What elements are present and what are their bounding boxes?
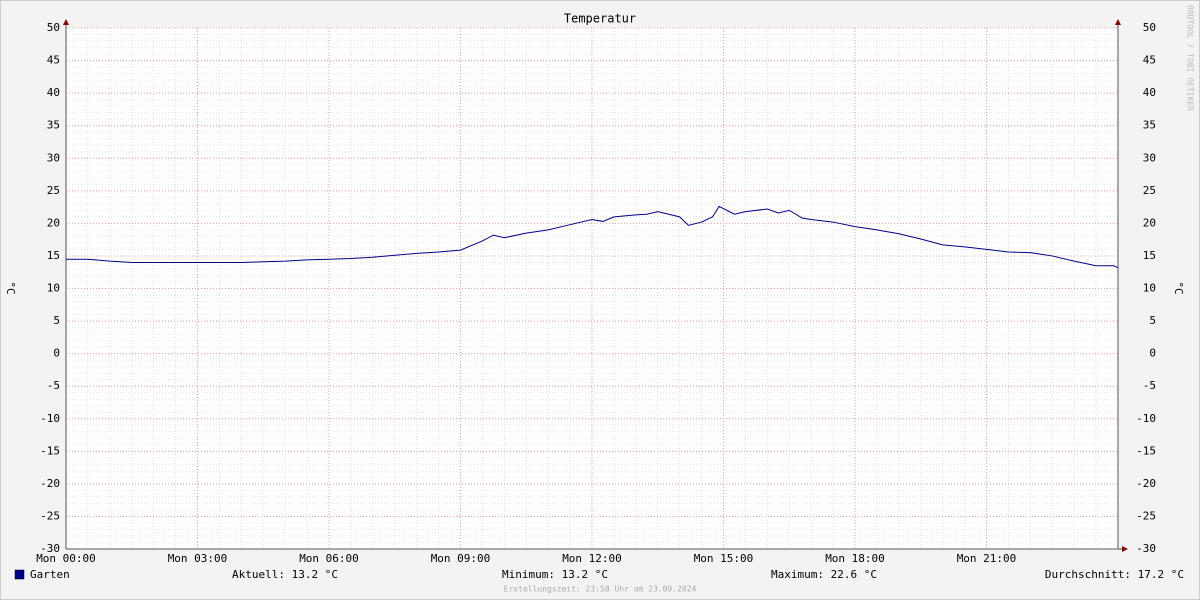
y-tick-label: 30 bbox=[47, 151, 60, 164]
data-line bbox=[66, 205, 1119, 269]
y-tick-label: 0 bbox=[53, 347, 60, 360]
y-tick-label: 25 bbox=[47, 184, 60, 197]
x-tick-label: Mon 12:00 bbox=[562, 552, 622, 565]
axis-arrow bbox=[1122, 546, 1128, 552]
y2-tick-label: 15 bbox=[1143, 249, 1156, 262]
y-tick-label: 35 bbox=[47, 119, 60, 132]
y2-tick-label: 50 bbox=[1143, 21, 1156, 34]
y2-axis-label: °C bbox=[1172, 281, 1185, 294]
x-tick-label: Mon 03:00 bbox=[168, 552, 228, 565]
y2-tick-label: 5 bbox=[1149, 314, 1156, 327]
y-tick-label: 45 bbox=[47, 54, 60, 67]
x-tick-label: Mon 06:00 bbox=[299, 552, 359, 565]
chart-title: Temperatur bbox=[564, 12, 636, 26]
y2-tick-label: -15 bbox=[1136, 444, 1156, 457]
x-tick-label: Mon 00:00 bbox=[36, 552, 96, 565]
y2-tick-label: 10 bbox=[1143, 282, 1156, 295]
y-tick-label: -5 bbox=[47, 379, 60, 392]
y-axis-label: °C bbox=[4, 281, 17, 294]
y2-tick-label: -5 bbox=[1143, 379, 1156, 392]
legend-label: Garten bbox=[30, 568, 70, 581]
legend-stat: Aktuell: 13.2 °C bbox=[232, 568, 338, 581]
watermark: RRDTOOL / TOBI OETIKER bbox=[1186, 5, 1195, 111]
x-tick-label: Mon 09:00 bbox=[431, 552, 491, 565]
footer: Erstellungszeit: 23:58 Uhr am 23.09.2024 bbox=[504, 585, 697, 594]
y-tick-label: 20 bbox=[47, 216, 60, 229]
y-tick-label: -30 bbox=[40, 542, 60, 555]
y2-tick-label: -10 bbox=[1136, 412, 1156, 425]
legend-stat: Minimum: 13.2 °C bbox=[502, 568, 608, 581]
legend-stat: Maximum: 22.6 °C bbox=[771, 568, 877, 581]
y2-tick-label: 35 bbox=[1143, 119, 1156, 132]
y2-tick-label: 25 bbox=[1143, 184, 1156, 197]
axis-arrow bbox=[63, 19, 69, 25]
y-tick-label: 50 bbox=[47, 21, 60, 34]
y-tick-label: -25 bbox=[40, 509, 60, 522]
y2-tick-label: 0 bbox=[1149, 347, 1156, 360]
x-tick-label: Mon 18:00 bbox=[825, 552, 885, 565]
legend-stat: Durchschnitt: 17.2 °C bbox=[1045, 568, 1184, 581]
y2-tick-label: 40 bbox=[1143, 86, 1156, 99]
y-tick-label: -15 bbox=[40, 444, 60, 457]
y-tick-label: -10 bbox=[40, 412, 60, 425]
y2-tick-label: -20 bbox=[1136, 477, 1156, 490]
y-tick-label: -20 bbox=[40, 477, 60, 490]
y-tick-label: 5 bbox=[53, 314, 60, 327]
y2-tick-label: -30 bbox=[1136, 542, 1156, 555]
y2-tick-label: 30 bbox=[1143, 151, 1156, 164]
legend-swatch bbox=[14, 569, 25, 580]
x-tick-label: Mon 15:00 bbox=[694, 552, 754, 565]
y-tick-label: 40 bbox=[47, 86, 60, 99]
y2-tick-label: -25 bbox=[1136, 509, 1156, 522]
y2-tick-label: 45 bbox=[1143, 54, 1156, 67]
x-tick-label: Mon 21:00 bbox=[957, 552, 1017, 565]
y-tick-label: 10 bbox=[47, 282, 60, 295]
y-tick-label: 15 bbox=[47, 249, 60, 262]
axis-arrow bbox=[1115, 19, 1121, 25]
y2-tick-label: 20 bbox=[1143, 216, 1156, 229]
